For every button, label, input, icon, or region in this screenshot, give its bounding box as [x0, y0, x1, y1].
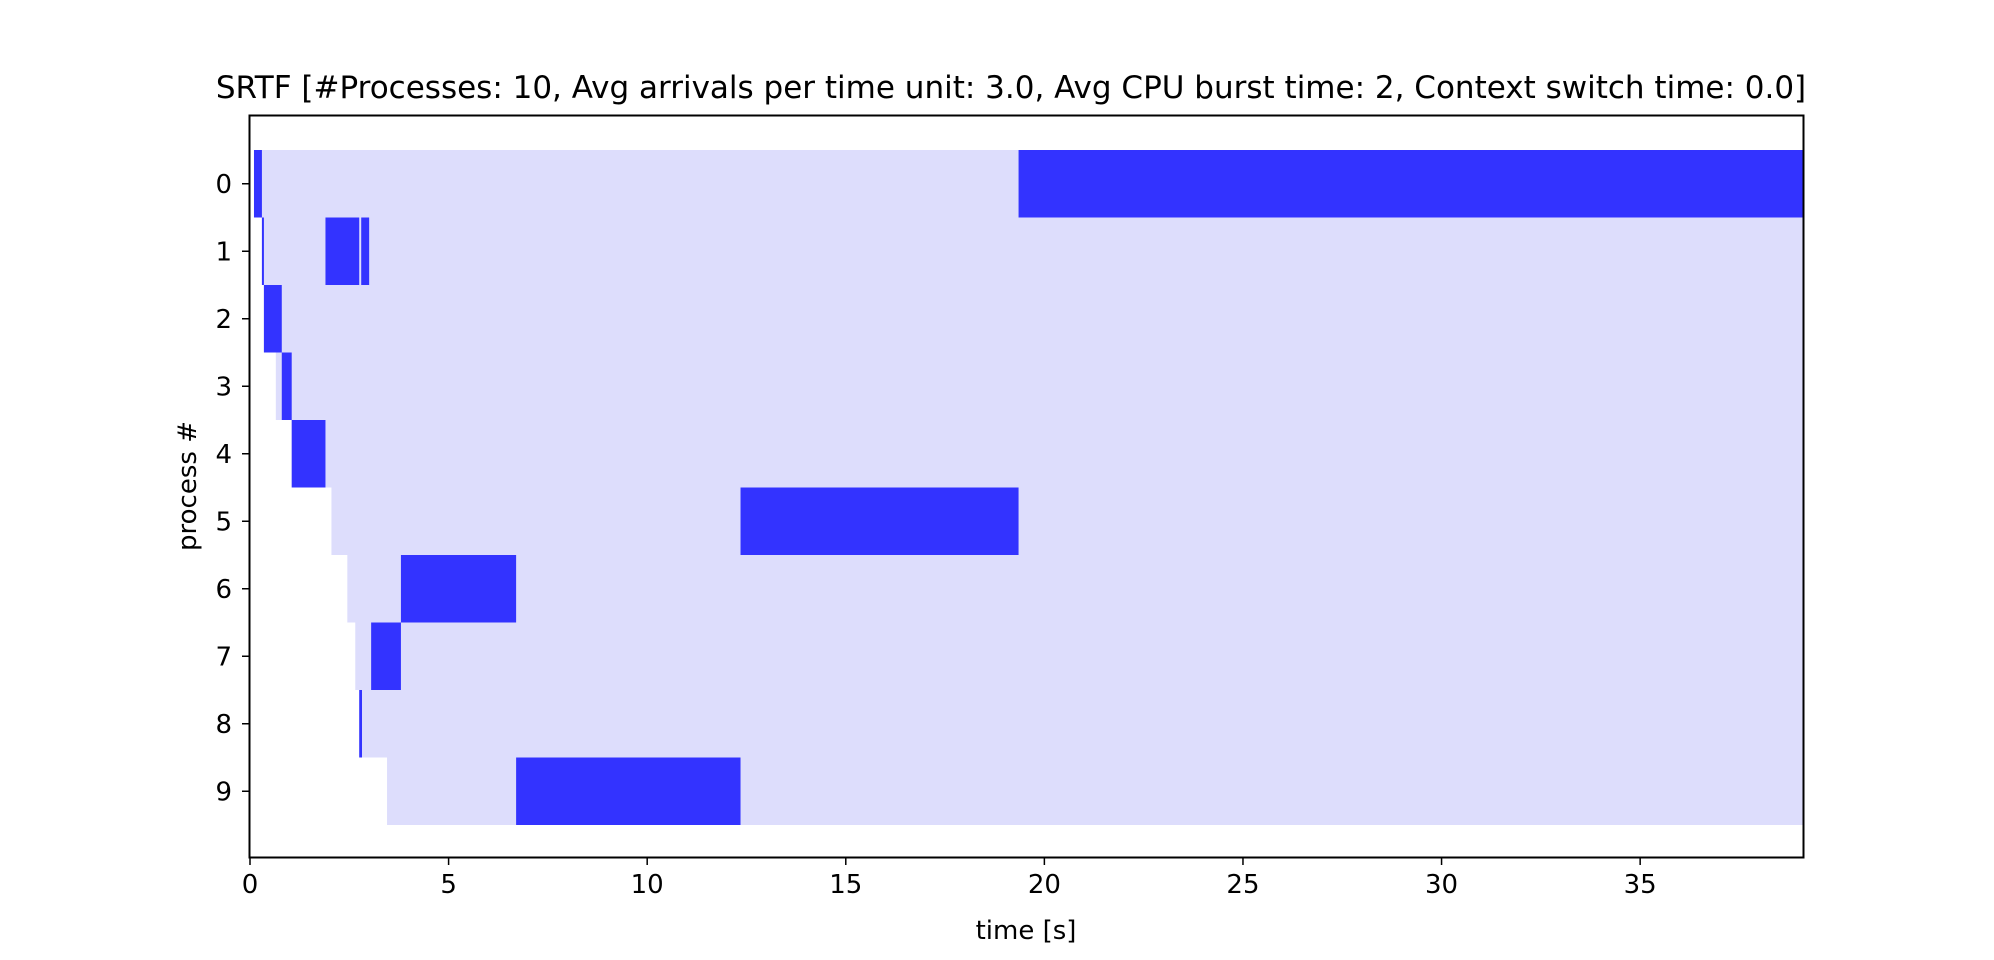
- x-axis-label: time [s]: [976, 916, 1077, 946]
- waiting-bar-process-8: [359, 690, 1804, 758]
- plot-frame: [248, 114, 1805, 859]
- running-bar-process-3-0: [281, 352, 292, 420]
- y-tick-label-5: 5: [215, 507, 232, 537]
- x-tick-label-35: 35: [1624, 870, 1657, 900]
- running-bar-process-4-0: [291, 420, 326, 488]
- running-bar-process-0-0: [253, 150, 262, 218]
- x-tick-label-10: 10: [631, 870, 664, 900]
- running-bar-process-9-0: [516, 757, 741, 825]
- y-tick-label-1: 1: [215, 237, 232, 267]
- y-tick-label-2: 2: [215, 305, 232, 335]
- x-tick-label-15: 15: [829, 870, 862, 900]
- y-tick-label-8: 8: [215, 710, 232, 740]
- x-tick-label-30: 30: [1425, 870, 1458, 900]
- waiting-bar-process-2: [263, 285, 1804, 353]
- running-bar-process-1-2: [361, 217, 370, 285]
- running-bar-process-6-0: [400, 555, 517, 623]
- waiting-bar-process-6: [347, 555, 1803, 623]
- y-tick-label-6: 6: [215, 575, 232, 605]
- y-tick-label-7: 7: [215, 642, 232, 672]
- running-bar-process-5-0: [740, 487, 1019, 555]
- waiting-bar-process-3: [275, 352, 1803, 420]
- running-bar-process-2-0: [263, 285, 282, 353]
- x-axis: 0 5 10 15 20 25 30 35: [242, 857, 1657, 900]
- x-tick-label-20: 20: [1028, 870, 1061, 900]
- x-tick-label-5: 5: [440, 870, 457, 900]
- running-bar-process-1-1: [325, 217, 360, 285]
- running-bar-process-8-0: [359, 690, 363, 758]
- y-tick-label-9: 9: [215, 777, 232, 807]
- waiting-bar-process-7: [355, 622, 1803, 690]
- waiting-bar-process-5: [331, 487, 1803, 555]
- y-tick-label-0: 0: [215, 170, 232, 200]
- x-tick-label-0: 0: [242, 870, 259, 900]
- running-bar-process-1-0: [261, 217, 264, 285]
- y-tick-label-3: 3: [215, 372, 232, 402]
- bars-layer: [253, 150, 1804, 825]
- waiting-bar-process-1: [261, 217, 1804, 285]
- running-bar-process-0-1: [1018, 150, 1803, 218]
- waiting-bar-process-4: [291, 420, 1803, 488]
- y-axis-label: process #: [173, 421, 203, 551]
- y-axis: 0 1 2 3 4 5 6 7 8 9: [215, 170, 250, 807]
- x-tick-label-25: 25: [1226, 870, 1259, 900]
- running-bar-process-7-0: [371, 622, 401, 690]
- y-tick-label-4: 4: [215, 440, 232, 470]
- chart-title: SRTF [#Processes: 10, Avg arrivals per t…: [216, 70, 1806, 106]
